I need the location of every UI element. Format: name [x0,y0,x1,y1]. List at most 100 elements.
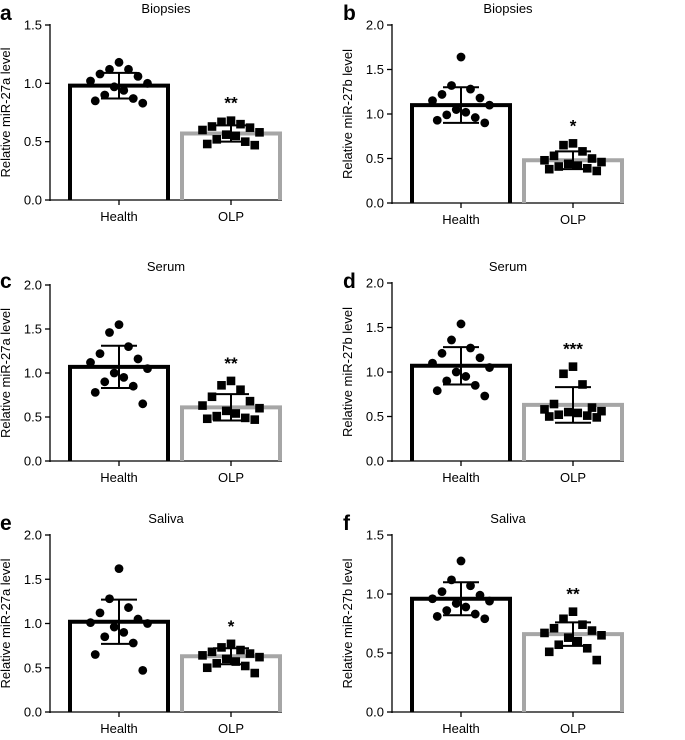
data-point-olp [582,163,592,173]
data-point-health [475,353,485,363]
data-point-olp [250,140,260,150]
data-point-health [428,594,437,604]
data-point-olp [236,645,245,655]
y-tick-label: 1.5 [24,322,42,337]
data-point-olp [549,623,559,633]
data-point-olp [544,164,554,174]
data-point-health [480,391,490,401]
data-point-olp [592,655,602,665]
x-tick-label: OLP [218,470,244,485]
chart-title: Biopsies [483,1,533,16]
chart-title: Biopsies [141,1,191,16]
data-point-health [428,358,437,368]
data-point-health [480,118,490,128]
data-point-health [485,100,494,110]
panel-d: d Serum Relative miR-27b level 0.0 0.5 1.0 1.5… [340,259,624,485]
y-tick-label: 1.0 [366,365,384,380]
y-tick-label: 1.0 [366,587,384,602]
data-point-health [437,587,447,597]
data-point-olp [255,128,264,137]
data-point-health [124,64,133,74]
y-tick-label: 0.0 [366,705,384,720]
data-point-olp [202,139,212,149]
data-point-health [100,90,110,100]
y-tick-label: 1.0 [24,616,42,631]
data-point-health [90,387,100,397]
data-point-olp [250,668,260,678]
data-point-olp [221,130,231,139]
data-point-olp [563,159,573,169]
y-tick-label: 0.0 [24,193,42,208]
data-point-health [456,52,466,62]
data-point-olp [573,636,583,646]
data-point-health [485,596,494,606]
panel-c: c Serum Relative miR-27a level 0.0 0.5 1.0 1.5… [0,259,282,485]
data-point-health [475,590,485,600]
y-tick-label: 0.5 [366,151,384,166]
significance-marker: ** [566,585,580,604]
significance-marker: ** [224,354,238,373]
data-point-olp [559,369,568,379]
data-point-health [119,627,129,637]
data-point-olp [554,640,564,650]
data-point-olp [549,399,559,409]
data-point-health [456,556,466,566]
data-point-health [480,614,490,624]
y-tick-label: 1.5 [24,572,42,587]
panel-letter: b [343,2,356,25]
data-point-health [86,358,95,367]
y-tick-label: 0.0 [366,454,384,469]
chart-title: Saliva [148,511,184,526]
data-point-olp [544,647,554,657]
chart-title: Serum [147,259,185,274]
data-point-health [461,602,471,612]
data-point-olp [212,135,222,144]
panel-f: f Saliva Relative miR-27b level 0.0 0.5 1.0 1.… [340,511,624,736]
data-point-health [138,98,148,108]
data-point-olp [198,401,207,410]
data-point-olp [202,414,212,424]
data-point-health [466,581,475,591]
data-point-health [119,85,129,95]
data-point-olp [250,415,260,424]
data-point-olp [573,161,583,170]
data-point-olp [207,392,217,402]
data-point-health [461,372,471,381]
data-point-health [90,96,100,106]
y-axis-label: Relative miR-27b level [340,558,355,688]
data-point-olp [592,413,602,422]
data-point-health [442,110,452,120]
data-point-health [437,348,447,358]
panel-letter: a [0,2,12,25]
y-tick-label: 1.0 [24,76,42,91]
data-point-olp [544,412,554,421]
data-point-olp [563,407,573,417]
data-point-olp [559,140,568,150]
data-point-health [485,363,494,372]
data-point-olp [221,654,231,664]
data-point-health [432,386,442,396]
data-point-health [447,81,456,90]
data-point-health [451,367,461,377]
data-point-health [109,82,119,92]
data-point-olp [255,652,264,662]
data-point-health [86,76,95,86]
x-tick-label: Health [100,470,138,485]
data-point-olp [582,411,592,420]
data-point-health [133,614,143,624]
y-axis-label: Relative miR-27a level [0,47,13,177]
bar-olp [180,131,282,200]
data-point-olp [568,139,578,148]
x-tick-label: OLP [560,470,586,485]
data-point-olp [240,413,250,423]
data-point-health [124,342,133,351]
data-point-health [466,84,475,94]
data-point-health [456,319,466,329]
panel-letter: e [0,512,12,535]
data-point-olp [573,408,583,418]
data-point-olp [231,131,241,141]
x-tick-label: Health [100,209,138,224]
data-point-health [437,90,447,99]
